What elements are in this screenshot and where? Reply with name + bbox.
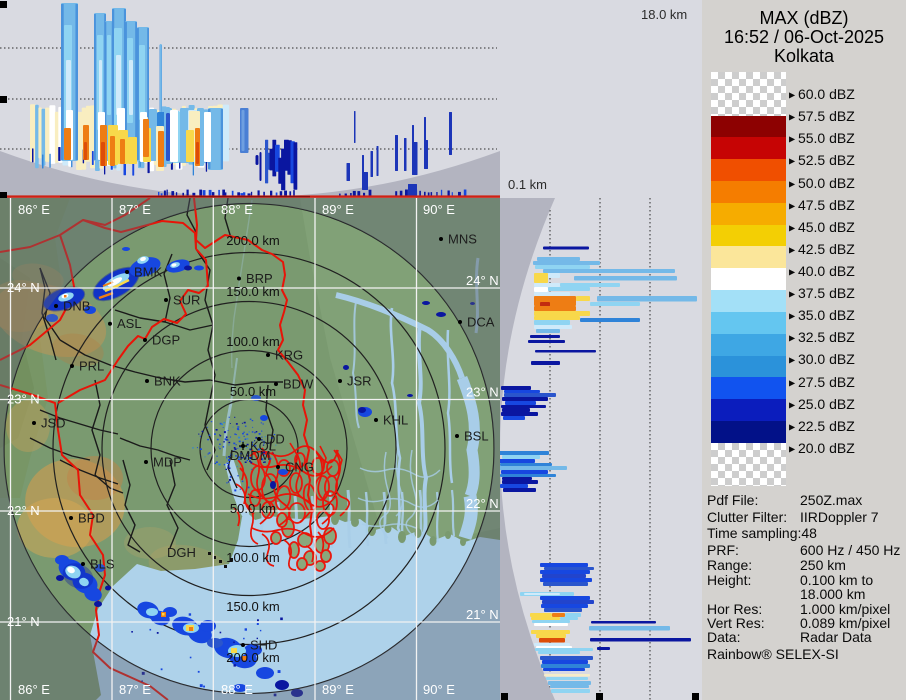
svg-text:ASL: ASL xyxy=(117,316,142,331)
svg-text:21° N: 21° N xyxy=(7,614,40,629)
svg-text:22° N: 22° N xyxy=(7,503,40,518)
svg-text:150.0 km: 150.0 km xyxy=(226,599,279,614)
svg-text:200.0 km: 200.0 km xyxy=(226,650,279,665)
svg-text:150.0 km: 150.0 km xyxy=(226,284,279,299)
svg-text:BMK: BMK xyxy=(134,265,163,280)
svg-text:MDP: MDP xyxy=(153,455,182,470)
svg-text:SUR: SUR xyxy=(173,293,200,308)
svg-text:CNG: CNG xyxy=(285,460,314,475)
svg-text:DGH: DGH xyxy=(167,545,196,560)
svg-text:88° E: 88° E xyxy=(221,202,253,217)
svg-text:24° N: 24° N xyxy=(466,273,499,288)
svg-text:DGP: DGP xyxy=(152,333,180,348)
svg-text:50.0 km: 50.0 km xyxy=(230,501,276,516)
svg-text:MNS: MNS xyxy=(448,232,477,247)
svg-text:SHD: SHD xyxy=(250,638,277,653)
svg-text:89° E: 89° E xyxy=(322,682,354,697)
svg-text:BDW: BDW xyxy=(283,377,314,392)
svg-text:100.0 km: 100.0 km xyxy=(226,334,279,349)
svg-text:21° N: 21° N xyxy=(466,607,499,622)
svg-text:86° E: 86° E xyxy=(18,682,50,697)
svg-text:23° N: 23° N xyxy=(466,385,499,400)
svg-text:200.0 km: 200.0 km xyxy=(226,233,279,248)
svg-text:89° E: 89° E xyxy=(322,202,354,217)
svg-text:JSR: JSR xyxy=(347,374,372,389)
svg-text:50.0 km: 50.0 km xyxy=(230,384,276,399)
svg-text:KRG: KRG xyxy=(275,348,303,363)
svg-text:23° N: 23° N xyxy=(7,392,40,407)
svg-text:PRL: PRL xyxy=(79,359,104,374)
svg-text:BPD: BPD xyxy=(78,511,105,526)
svg-text:BNK: BNK xyxy=(154,374,181,389)
svg-text:BLS: BLS xyxy=(90,557,115,572)
svg-text:88° E: 88° E xyxy=(221,682,253,697)
svg-text:BRP: BRP xyxy=(246,271,273,286)
svg-text:KHL: KHL xyxy=(383,413,408,428)
svg-text:BSL: BSL xyxy=(464,429,489,444)
svg-text:86° E: 86° E xyxy=(18,202,50,217)
svg-text:22° N: 22° N xyxy=(466,496,499,511)
svg-text:24° N: 24° N xyxy=(7,280,40,295)
svg-text:90° E: 90° E xyxy=(423,682,455,697)
svg-text:DNB: DNB xyxy=(63,299,90,314)
svg-text:DD: DD xyxy=(266,432,285,447)
svg-text:DMDM: DMDM xyxy=(230,448,270,463)
svg-text:DCA: DCA xyxy=(467,315,495,330)
svg-text:90° E: 90° E xyxy=(423,202,455,217)
svg-text:JSD: JSD xyxy=(41,416,66,431)
svg-text:KOL: KOL xyxy=(250,439,276,454)
svg-text:87° E: 87° E xyxy=(119,202,151,217)
svg-text:100.0 km: 100.0 km xyxy=(226,550,279,565)
svg-text:87° E: 87° E xyxy=(119,682,151,697)
